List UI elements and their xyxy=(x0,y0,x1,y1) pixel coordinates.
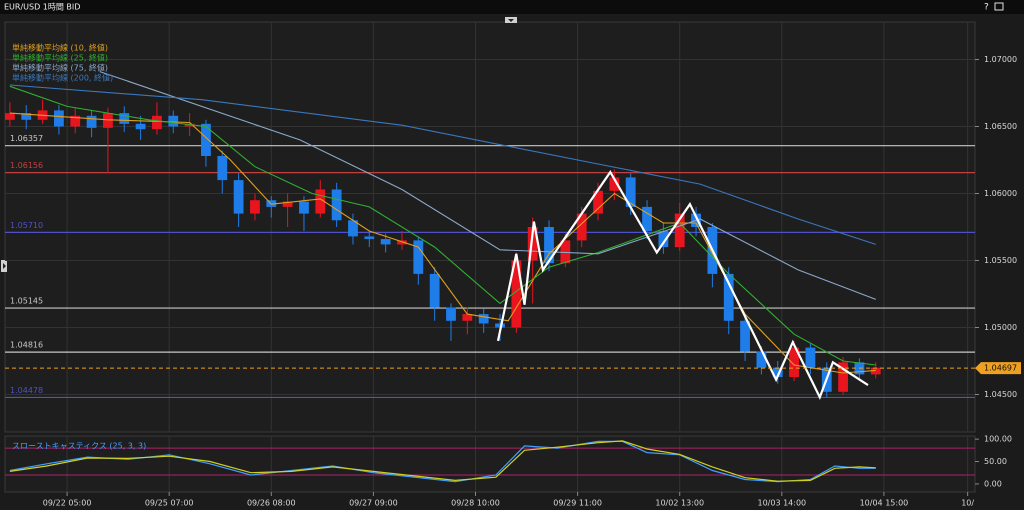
candle-body xyxy=(625,177,636,207)
y-tick-label: 1.06500 xyxy=(984,122,1017,131)
y-tick-label: 1.05000 xyxy=(984,323,1017,332)
candle-body xyxy=(86,115,97,128)
candle-body xyxy=(21,113,32,120)
candle-body xyxy=(740,320,750,352)
level-label: 1.06156 xyxy=(10,161,43,170)
main-layer xyxy=(5,22,975,432)
y-tick-label: 0.00 xyxy=(984,479,1002,488)
x-tick-label: 09/27 09:00 xyxy=(349,499,398,508)
candle-body xyxy=(201,123,211,156)
x-tick-label: 10/04 15:00 xyxy=(860,499,909,508)
y-tick-label: 1.07000 xyxy=(984,55,1017,64)
side-arrow xyxy=(3,263,6,269)
legend-entry: 単純移動平均線 (75, 終値) xyxy=(12,63,108,73)
indicator-title: スローストキャスティクス (25, 3, 3) xyxy=(12,442,146,451)
candle-body xyxy=(805,347,816,368)
label-layer: 1.04500 1.05000 1.05500 1.06000 1.06500 1.070… xyxy=(10,43,1021,508)
stoch-plot xyxy=(4,435,976,493)
candle-body xyxy=(413,240,424,274)
level-label: 1.05145 xyxy=(10,297,43,306)
candle-body xyxy=(642,206,652,232)
candle-body xyxy=(593,190,603,214)
x-tick-label: 09/28 10:00 xyxy=(451,499,500,508)
y-tick-label: 50.00 xyxy=(984,457,1007,466)
candle-body xyxy=(576,213,587,241)
candle-body xyxy=(527,227,538,261)
candle-body xyxy=(380,239,391,245)
candle-body xyxy=(870,367,881,375)
candle-body xyxy=(315,189,326,214)
moving-average-line xyxy=(9,84,876,245)
y-tick-label: 100.00 xyxy=(984,435,1012,444)
candle-body xyxy=(364,236,375,240)
candle-body xyxy=(217,155,228,181)
candle-body xyxy=(54,110,64,127)
last-price-label: 1.04697 xyxy=(984,364,1017,373)
last-price-tag xyxy=(975,362,1021,375)
candle-body xyxy=(560,240,571,264)
candle-body xyxy=(119,113,130,124)
candle-body xyxy=(772,367,783,378)
candle-body xyxy=(70,115,81,127)
y-tick-label: 1.05500 xyxy=(984,256,1017,265)
candle-body xyxy=(462,314,473,321)
y-tick-label: 1.06000 xyxy=(984,189,1017,198)
moving-average-line xyxy=(9,112,876,374)
help-button[interactable]: ? xyxy=(984,3,989,13)
x-tick-label: 09/22 05:00 xyxy=(43,499,92,508)
level-label: 1.05710 xyxy=(10,221,43,230)
moving-average-line xyxy=(9,85,876,366)
candle-body xyxy=(250,200,260,214)
legend-entry: 単純移動平均線 (200, 終値) xyxy=(12,73,113,83)
x-tick-label: 09/25 07:00 xyxy=(145,499,194,508)
candle-body xyxy=(103,113,113,128)
candle-body xyxy=(5,113,15,120)
stoch-layer xyxy=(5,436,975,492)
collapse-arrow xyxy=(508,19,514,22)
candle-body xyxy=(135,123,146,130)
level-label: 1.04478 xyxy=(10,386,43,395)
popout-button[interactable] xyxy=(994,2,1004,11)
candle-body xyxy=(348,220,358,237)
candle-body xyxy=(184,123,195,127)
candle-body xyxy=(446,307,456,321)
stochastic-line xyxy=(9,440,876,483)
x-tick-label: 10/02 13:00 xyxy=(655,499,704,508)
candle-body xyxy=(838,362,848,392)
candle-body xyxy=(299,201,309,214)
candle-body xyxy=(789,347,799,378)
x-tick-label: 10/03 14:00 xyxy=(757,499,806,508)
candle-body xyxy=(397,240,407,245)
candle-body xyxy=(282,201,293,207)
zigzag-drawing xyxy=(496,170,869,400)
x-tick-label: 09/26 08:00 xyxy=(247,499,296,508)
candle-body xyxy=(511,260,522,328)
candle-body xyxy=(756,351,767,368)
candle-body xyxy=(331,189,342,221)
candle-body xyxy=(152,115,162,130)
candle-body xyxy=(495,323,505,328)
stochastic-line xyxy=(9,440,876,482)
candle-body xyxy=(544,227,554,264)
candle-body xyxy=(723,273,734,321)
title-bar xyxy=(0,0,1024,14)
candle-body xyxy=(609,177,620,191)
candle-body xyxy=(478,314,489,324)
candle-body xyxy=(429,273,440,308)
level-label: 1.04816 xyxy=(10,341,43,350)
level-label: 1.06357 xyxy=(10,134,43,143)
legend-entry: 単純移動平均線 (25, 終値) xyxy=(12,53,108,63)
candle-body xyxy=(168,115,179,127)
moving-average-line xyxy=(99,71,876,300)
x-tick-label: 09/29 11:00 xyxy=(553,499,602,508)
x-tick-label: 10/ xyxy=(961,499,974,508)
candle-body xyxy=(233,180,244,214)
candle-body xyxy=(674,213,685,248)
y-tick-label: 1.04500 xyxy=(984,390,1017,399)
legend-entry: 単純移動平均線 (10, 終値) xyxy=(12,43,108,53)
window-title: EUR/USD 1時間 BID xyxy=(4,3,80,12)
candle-body xyxy=(658,231,669,248)
